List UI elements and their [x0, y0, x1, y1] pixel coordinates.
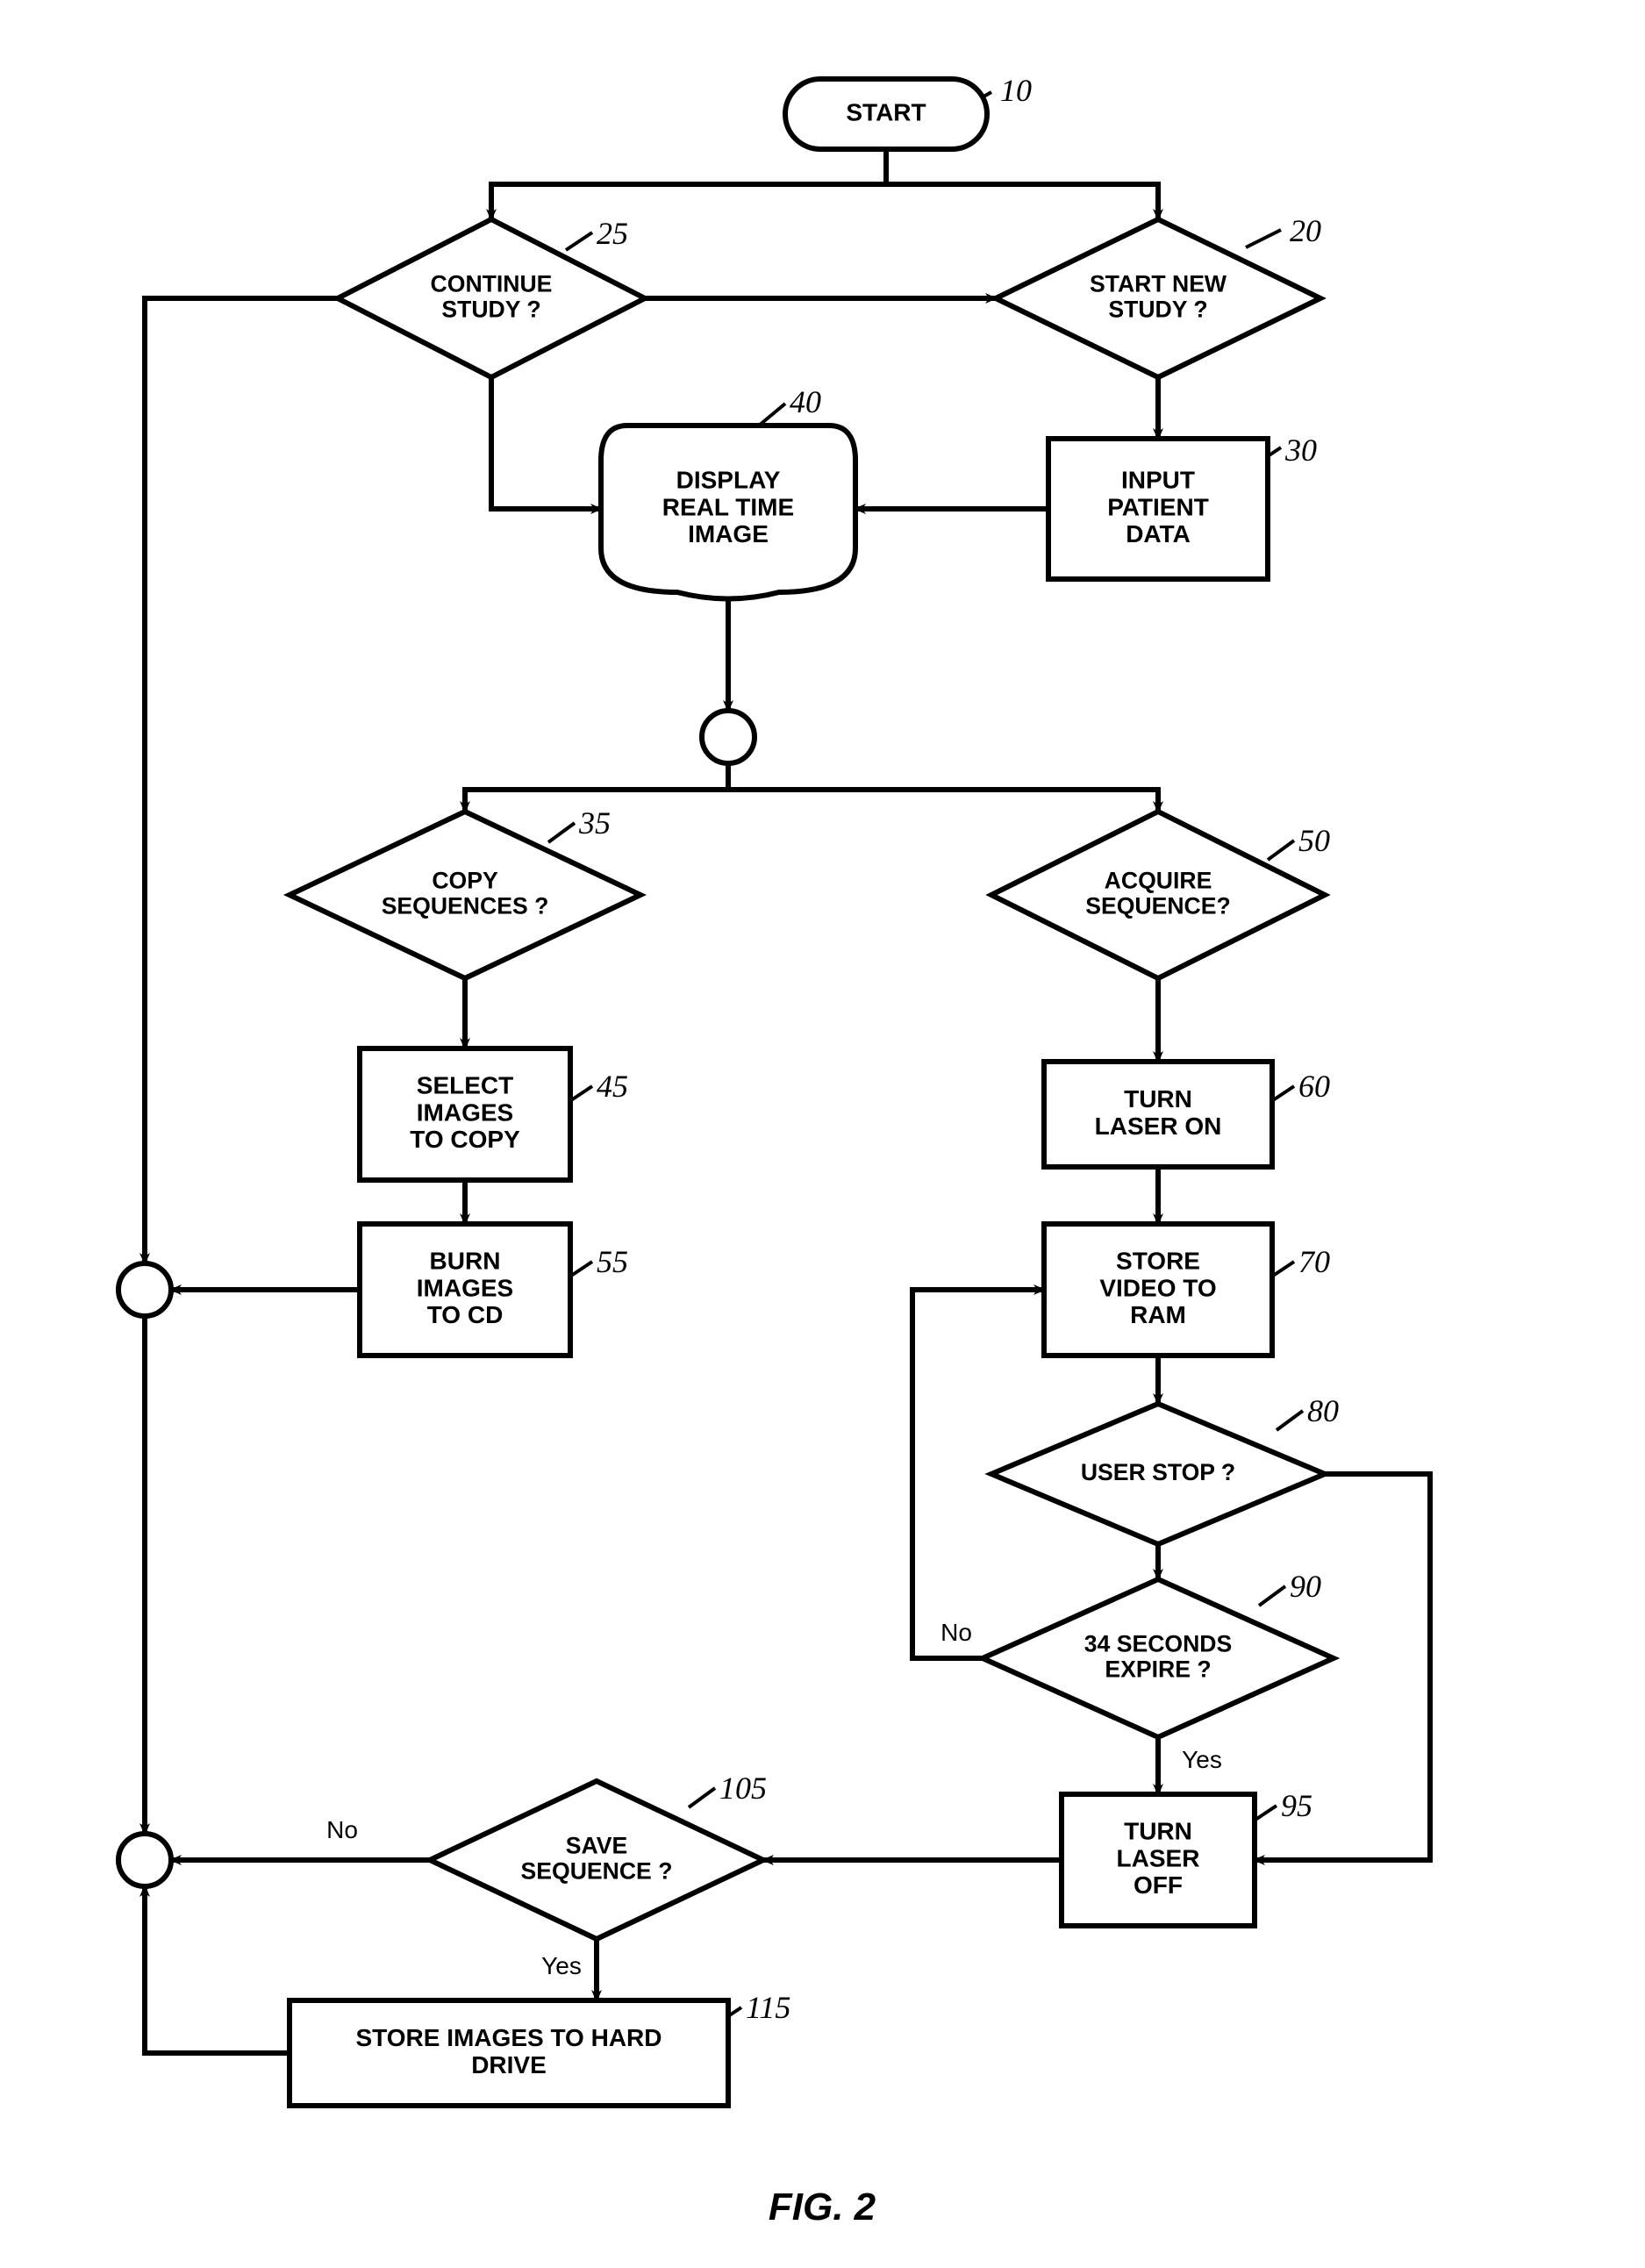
node-n80: USER STOP ? — [991, 1404, 1325, 1544]
edge-7 — [465, 763, 728, 812]
svg-text:STUDY ?: STUDY ? — [1108, 297, 1207, 323]
reference-leaders — [548, 92, 1303, 2025]
svg-text:PATIENT: PATIENT — [1107, 493, 1209, 520]
svg-text:INPUT: INPUT — [1121, 467, 1195, 494]
edge-label-20: No — [326, 1816, 358, 1843]
svg-text:DRIVE: DRIVE — [471, 2051, 547, 2078]
svg-text:TO COPY: TO COPY — [410, 1126, 520, 1153]
svg-text:EXPIRE ?: EXPIRE ? — [1105, 1656, 1211, 1683]
node-n115: STORE IMAGES TO HARDDRIVE — [290, 2000, 728, 2106]
svg-text:34 SECONDS: 34 SECONDS — [1084, 1630, 1232, 1656]
edge-label-15: Yes — [1182, 1746, 1222, 1773]
svg-text:SEQUENCE?: SEQUENCE? — [1085, 893, 1231, 919]
svg-text:IMAGES: IMAGES — [417, 1098, 513, 1126]
svg-text:START: START — [846, 98, 926, 125]
ref-25: 25 — [597, 216, 628, 251]
svg-text:STUDY ?: STUDY ? — [441, 297, 540, 323]
ref-55: 55 — [597, 1244, 628, 1279]
edge-18 — [145, 298, 338, 1263]
svg-text:TURN: TURN — [1124, 1085, 1192, 1113]
ref-115: 115 — [746, 1990, 790, 2025]
svg-text:DISPLAY: DISPLAY — [676, 467, 781, 494]
edge-5 — [491, 377, 601, 509]
svg-text:TO CD: TO CD — [427, 1301, 504, 1328]
svg-text:IMAGE: IMAGE — [688, 520, 769, 547]
ref-20: 20 — [1290, 213, 1321, 248]
svg-text:SELECT: SELECT — [417, 1072, 513, 1099]
svg-text:USER STOP ?: USER STOP ? — [1081, 1459, 1235, 1485]
svg-text:RAM: RAM — [1130, 1301, 1186, 1328]
node-n45: SELECTIMAGESTO COPY — [360, 1048, 570, 1180]
svg-text:ACQUIRE: ACQUIRE — [1105, 867, 1212, 893]
svg-text:VIDEO TO: VIDEO TO — [1099, 1274, 1216, 1301]
svg-text:CONTINUE: CONTINUE — [431, 270, 553, 297]
ref-70: 70 — [1298, 1244, 1330, 1279]
ref-105: 105 — [719, 1771, 767, 1806]
node-n50: ACQUIRESEQUENCE? — [991, 812, 1325, 978]
svg-text:TURN: TURN — [1124, 1818, 1192, 1845]
node-n60: TURNLASER ON — [1044, 1062, 1272, 1167]
edge-label-24: No — [941, 1619, 972, 1646]
svg-text:OFF: OFF — [1134, 1871, 1183, 1899]
svg-text:SAVE: SAVE — [566, 1832, 627, 1858]
node-n40: DISPLAYREAL TIMEIMAGE — [601, 426, 855, 599]
ref-10: 10 — [1000, 73, 1032, 108]
svg-text:REAL TIME: REAL TIME — [662, 493, 794, 520]
node-n10: START — [785, 79, 987, 149]
figure-caption: FIG. 2 — [769, 2186, 876, 2229]
ref-50: 50 — [1298, 823, 1330, 858]
edge-8 — [728, 790, 1158, 812]
node-n90: 34 SECONDSEXPIRE ? — [983, 1579, 1334, 1737]
svg-text:STORE: STORE — [1116, 1248, 1200, 1275]
svg-text:COPY: COPY — [432, 867, 498, 893]
node-conn2 — [118, 1263, 171, 1316]
edge-22 — [145, 1886, 290, 2053]
node-n20: START NEWSTUDY ? — [996, 219, 1320, 377]
ref-90: 90 — [1290, 1569, 1321, 1604]
node-n95: TURNLASEROFF — [1062, 1794, 1255, 1926]
ref-60: 60 — [1298, 1069, 1330, 1104]
node-n70: STOREVIDEO TORAM — [1044, 1224, 1272, 1356]
ref-80: 80 — [1307, 1393, 1339, 1428]
edge-0 — [886, 149, 1158, 219]
svg-text:SEQUENCES ?: SEQUENCES ? — [382, 893, 549, 919]
edge-1 — [491, 184, 886, 219]
svg-text:IMAGES: IMAGES — [417, 1274, 513, 1301]
node-conn1 — [702, 711, 755, 763]
svg-text:LASER ON: LASER ON — [1095, 1113, 1222, 1140]
ref-40: 40 — [790, 384, 821, 419]
svg-text:LASER: LASER — [1117, 1844, 1200, 1871]
node-conn3 — [118, 1834, 171, 1886]
node-n55: BURNIMAGESTO CD — [360, 1224, 570, 1356]
node-n105: SAVESEQUENCE ? — [430, 1781, 763, 1939]
svg-text:SEQUENCE ?: SEQUENCE ? — [521, 1858, 673, 1885]
svg-text:START NEW: START NEW — [1090, 270, 1227, 297]
edge-label-17: Yes — [541, 1952, 582, 1979]
ref-30: 30 — [1284, 433, 1317, 468]
ref-35: 35 — [578, 805, 611, 841]
reference-labels: 10 25 20 40 30 35 50 45 60 55 70 80 90 95 105 115 — [578, 73, 1339, 2025]
ref-45: 45 — [597, 1069, 628, 1104]
node-n30: INPUTPATIENTDATA — [1048, 439, 1268, 579]
svg-text:DATA: DATA — [1126, 520, 1191, 547]
svg-text:STORE IMAGES TO HARD: STORE IMAGES TO HARD — [355, 2024, 662, 2051]
flowchart-figure: YesYesNoNo STARTCONTINUESTUDY ?START NEW… — [0, 0, 1645, 2268]
ref-95: 95 — [1281, 1788, 1312, 1823]
svg-text:BURN: BURN — [430, 1248, 501, 1275]
